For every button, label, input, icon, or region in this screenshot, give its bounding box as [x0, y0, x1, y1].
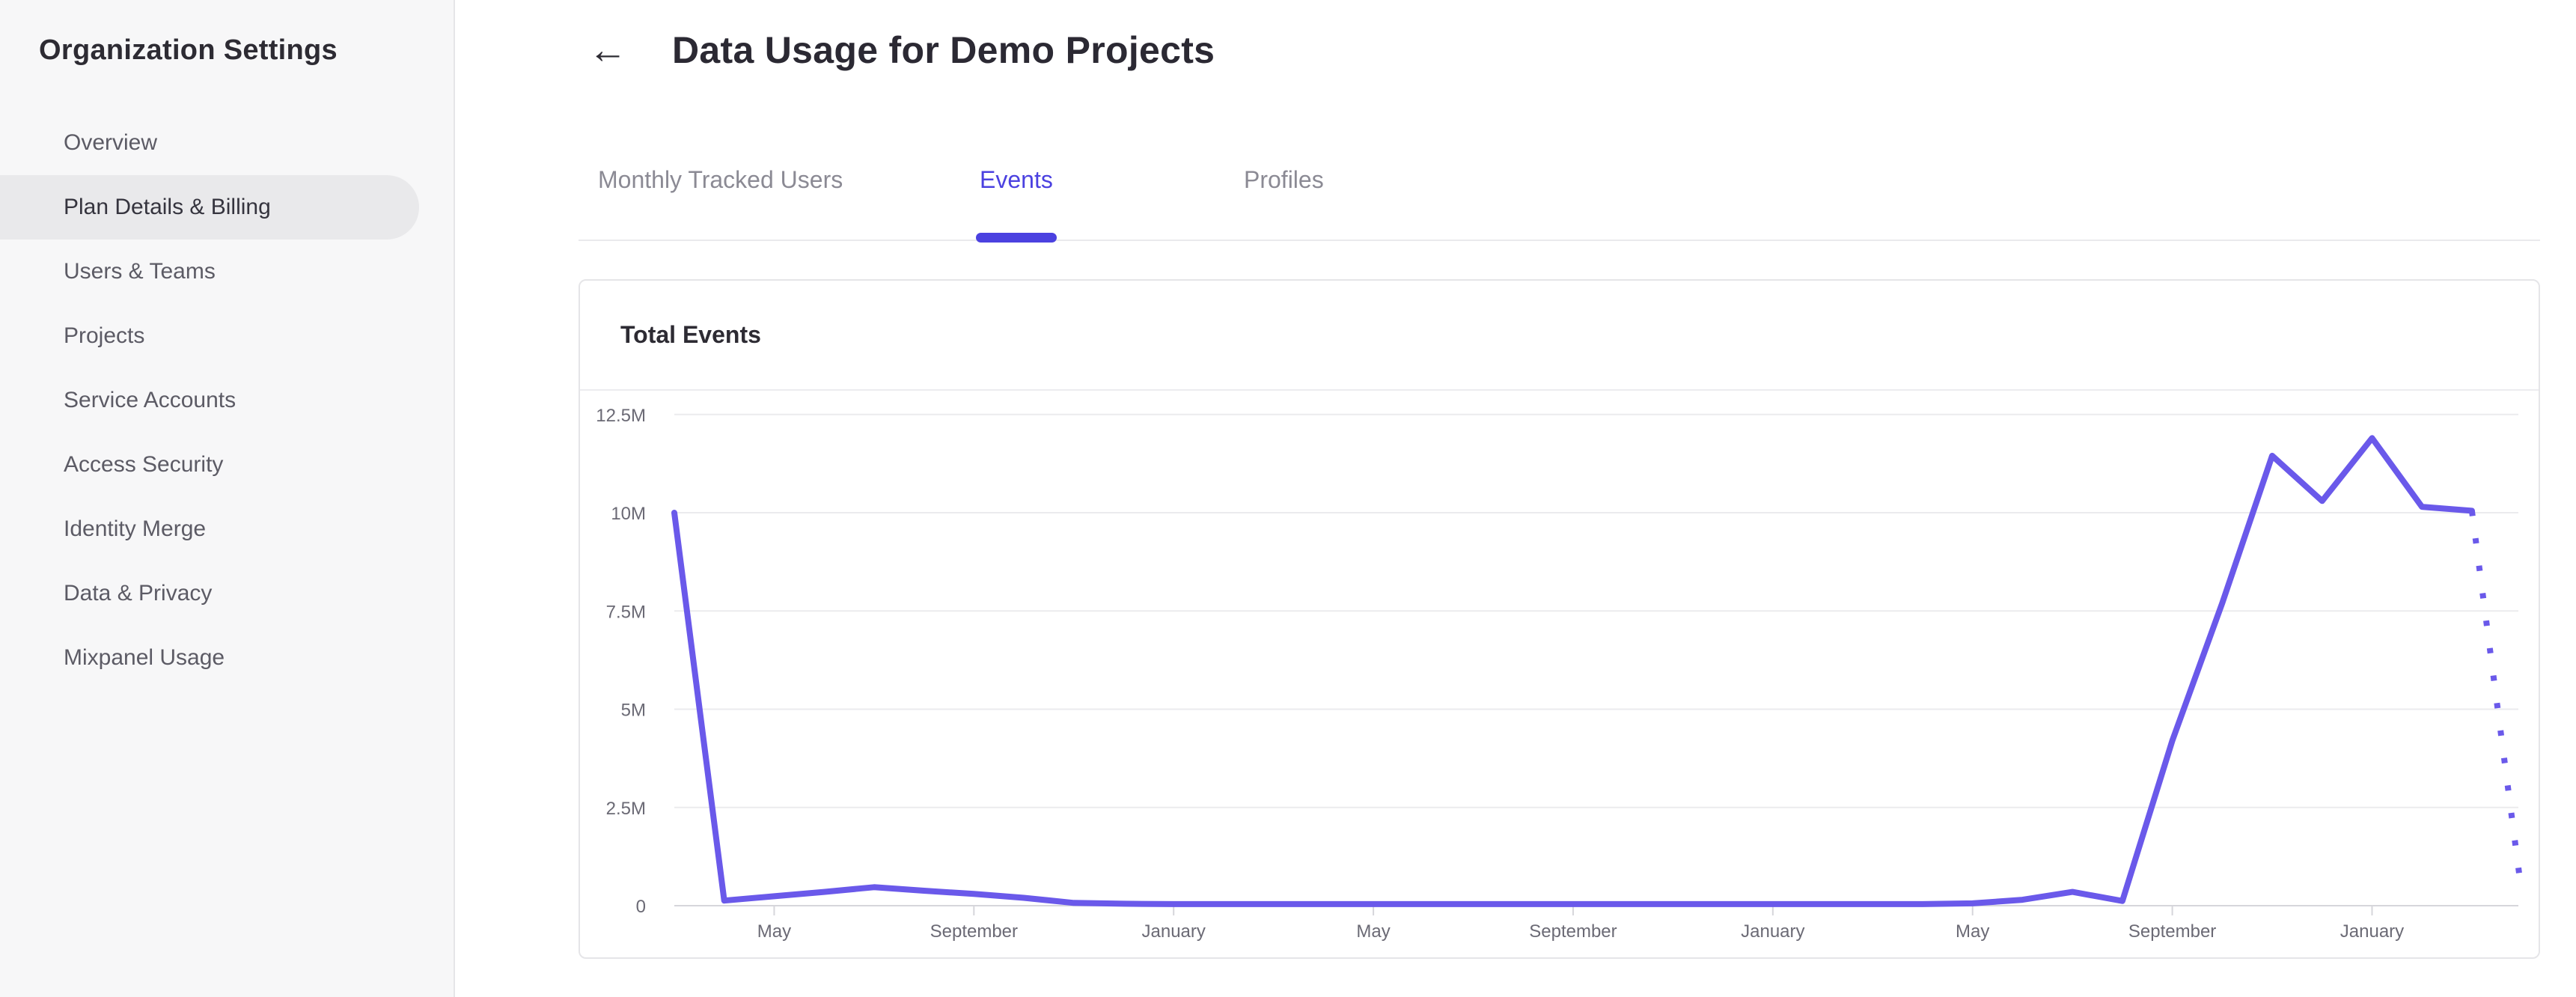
card-title: Total Events — [620, 321, 761, 348]
total-events-chart[interactable]: 12.5M 10M 7.5M 5M 2.5M 0 May September January Ma… — [580, 392, 2539, 957]
usage-tabs: Monthly Tracked Users Events Profiles — [579, 150, 2540, 243]
sidebar-item-mixpanel-usage[interactable]: Mixpanel Usage — [64, 645, 225, 670]
svg-text:May: May — [1356, 921, 1390, 942]
svg-text:May: May — [1956, 921, 1989, 942]
sidebar-item-data-privacy[interactable]: Data & Privacy — [64, 581, 213, 606]
svg-text:12.5M: 12.5M — [596, 406, 646, 426]
sidebar-item-projects[interactable]: Projects — [64, 323, 145, 348]
arrow-left-icon: ← — [588, 28, 627, 72]
tab-profiles[interactable]: Profiles — [1244, 166, 1324, 193]
sidebar-title: Organization Settings — [39, 34, 338, 66]
line-chart-svg: 12.5M 10M 7.5M 5M 2.5M 0 May September January Ma… — [596, 406, 2525, 942]
svg-text:5M: 5M — [621, 701, 646, 721]
sidebar-item-identity-merge[interactable]: Identity Merge — [64, 516, 207, 541]
sidebar-item-access-security[interactable]: Access Security — [64, 452, 224, 477]
svg-text:0: 0 — [636, 897, 646, 917]
svg-text:10M: 10M — [611, 504, 646, 524]
organization-settings-sidebar: Organization Settings Overview Plan Deta… — [0, 0, 455, 997]
back-button[interactable]: ← — [588, 25, 638, 75]
page-header: ← Data Usage for Demo Projects — [588, 25, 1215, 75]
sidebar-nav: Overview Plan Details & Billing Users & … — [0, 111, 454, 690]
tab-events-label: Events — [980, 166, 1053, 193]
svg-text:May: May — [757, 921, 791, 942]
page-title: Data Usage for Demo Projects — [672, 29, 1215, 71]
sidebar-item-overview[interactable]: Overview — [64, 130, 158, 155]
svg-text:September: September — [930, 921, 1018, 942]
total-events-card: Total Events 12.5M 10M 7.5M 5M 2.5M 0 May Septe… — [579, 279, 2540, 959]
svg-text:7.5M: 7.5M — [606, 602, 646, 622]
svg-text:September: September — [1529, 921, 1617, 942]
svg-text:January: January — [1741, 921, 1804, 942]
main-content: ← Data Usage for Demo Projects Monthly T… — [457, 0, 2576, 997]
card-header: Total Events — [580, 281, 2539, 391]
svg-text:January: January — [1142, 921, 1206, 942]
tab-events[interactable]: Events — [976, 166, 1057, 243]
sidebar-item-users-teams[interactable]: Users & Teams — [64, 259, 216, 284]
svg-text:2.5M: 2.5M — [606, 799, 646, 819]
active-tab-underline — [976, 233, 1057, 243]
tab-monthly-tracked-users[interactable]: Monthly Tracked Users — [598, 166, 843, 193]
sidebar-item-plan-details-billing[interactable]: Plan Details & Billing — [0, 175, 419, 240]
svg-text:September: September — [2128, 921, 2216, 942]
svg-text:January: January — [2340, 921, 2404, 942]
sidebar-item-service-accounts[interactable]: Service Accounts — [64, 388, 236, 412]
